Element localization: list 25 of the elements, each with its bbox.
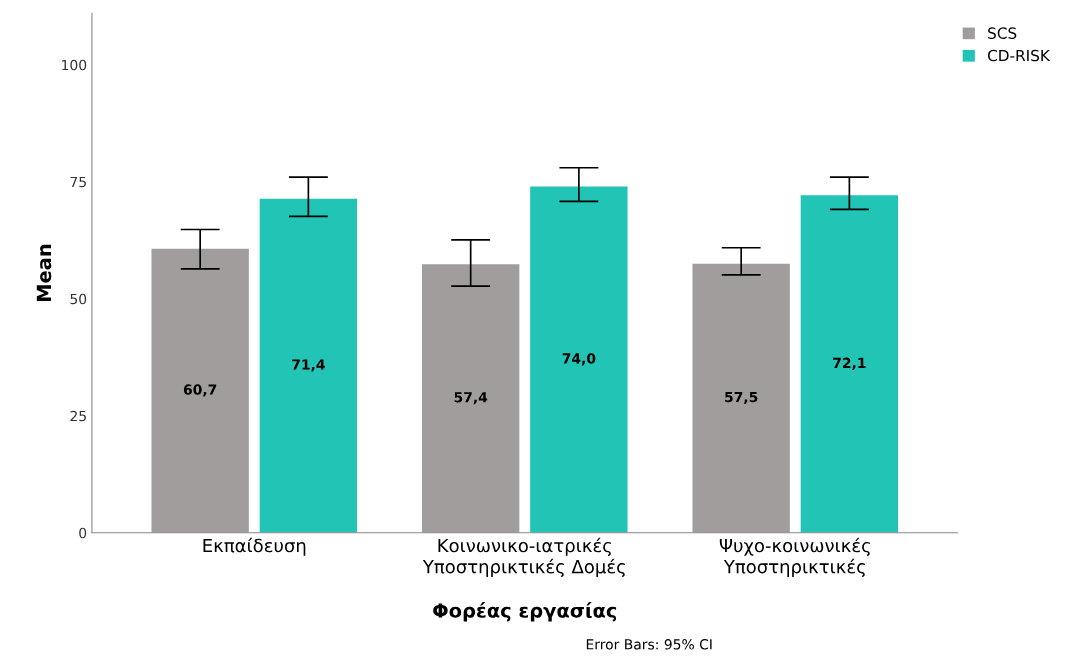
data-label: 74,0 (562, 353, 596, 366)
bar (421, 264, 520, 533)
data-label: 71,4 (292, 359, 325, 372)
y-tick-label: 0 (79, 527, 87, 539)
data-label: 57,5 (725, 391, 758, 405)
y-tick-label: 75 (70, 176, 86, 188)
y-tick-label: 100 (62, 59, 87, 71)
x-tick-label: Κοινωνικο-ιατρικές Υποστηρικτικές Δομές (422, 537, 625, 578)
y-tick-label: 50 (70, 293, 87, 305)
y-axis-title: Mean (36, 244, 52, 302)
x-tick-label: Ψυχο-κοινωνικές Υποστηρικτικές (719, 537, 870, 578)
text: Error Bars: 95% CI (586, 639, 712, 650)
data-label: 60,7 (183, 384, 217, 397)
data-label: 57,4 (454, 392, 488, 405)
bar (692, 263, 790, 533)
bar (800, 195, 899, 533)
y-tick-label: 25 (70, 410, 86, 422)
bar (259, 198, 358, 533)
bar (530, 186, 628, 533)
bar (151, 248, 249, 533)
data-label: 72,1 (833, 357, 866, 370)
legend-label: CD-RISK (987, 49, 1051, 62)
x-tick-label: Εκπαίδευση (203, 537, 306, 556)
x-axis-title: Φορέας εργασίας (433, 602, 617, 622)
legend-label: SCS (988, 27, 1017, 39)
